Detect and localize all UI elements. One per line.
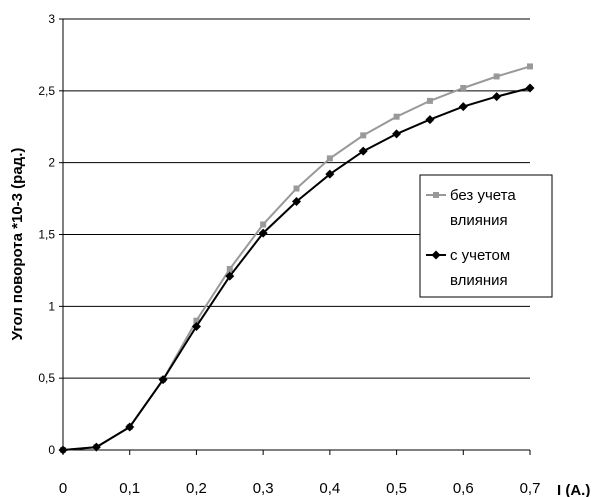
gridlines [63, 18, 530, 379]
data-point [527, 63, 533, 70]
data-point [493, 73, 500, 80]
data-point [325, 169, 335, 179]
data-point [393, 113, 400, 120]
data-point [358, 146, 368, 156]
data-point [292, 196, 301, 206]
series-2 [58, 83, 535, 455]
data-point [392, 129, 402, 139]
data-point [425, 115, 435, 125]
legend-label: влияния [450, 272, 508, 289]
data-point [226, 265, 233, 272]
y-tick-label: 0,5 [38, 371, 55, 385]
data-point [525, 83, 535, 93]
data-point [326, 155, 333, 162]
data-point [225, 271, 235, 281]
data-point [458, 102, 468, 112]
legend: без учета влияния с учетом влияния [419, 174, 553, 298]
y-tick-label: 3 [48, 12, 55, 26]
legend-entry-1: без учета влияния [426, 187, 516, 229]
y-tick-label: 1 [48, 299, 55, 313]
data-point [426, 97, 433, 104]
data-point [191, 321, 201, 331]
data-point [158, 375, 168, 385]
legend-entry-2: с учетом влияния [426, 247, 510, 289]
data-point [125, 422, 135, 432]
y-tick-label: 1,5 [38, 228, 55, 242]
x-tick-label: 0,3 [253, 480, 274, 497]
data-point [360, 132, 367, 139]
y-tick-labels: 0 0,5 1 1,5 2 2,5 3 [38, 12, 55, 457]
data-point [193, 317, 200, 324]
data-point [258, 228, 268, 238]
data-point [58, 445, 68, 455]
data-point [492, 92, 502, 102]
x-tick-labels: 0 0,1 0,2 0,3 0,4 0,5 0,6 0,7 [59, 480, 541, 497]
y-tick-label: 2,5 [38, 84, 55, 98]
x-tick-label: 0,5 [386, 480, 407, 497]
data-point [293, 185, 300, 192]
legend-label: с учетом [450, 247, 510, 264]
legend-label: без учета [450, 187, 516, 204]
series-group [58, 63, 535, 455]
x-axis-title: I (A.) [557, 482, 590, 497]
x-tick-label: 0,2 [186, 480, 207, 497]
data-point [91, 442, 101, 452]
legend-marker [433, 192, 439, 198]
x-tick-label: 0,4 [319, 480, 340, 497]
legend-marker [431, 250, 441, 260]
x-tick-label: 0 [59, 480, 67, 497]
data-point [460, 84, 467, 91]
legend-label: влияния [450, 212, 508, 229]
x-tick-label: 0,7 [520, 480, 541, 497]
y-axis-title: Угол поворота *10-3 (рад.) [9, 148, 26, 341]
y-tick-label: 2 [48, 156, 55, 170]
y-tick-label: 0 [48, 443, 55, 457]
x-tick-label: 0,1 [119, 480, 140, 497]
x-tick-label: 0,6 [453, 480, 474, 497]
axes [59, 18, 531, 455]
data-point [260, 221, 267, 228]
